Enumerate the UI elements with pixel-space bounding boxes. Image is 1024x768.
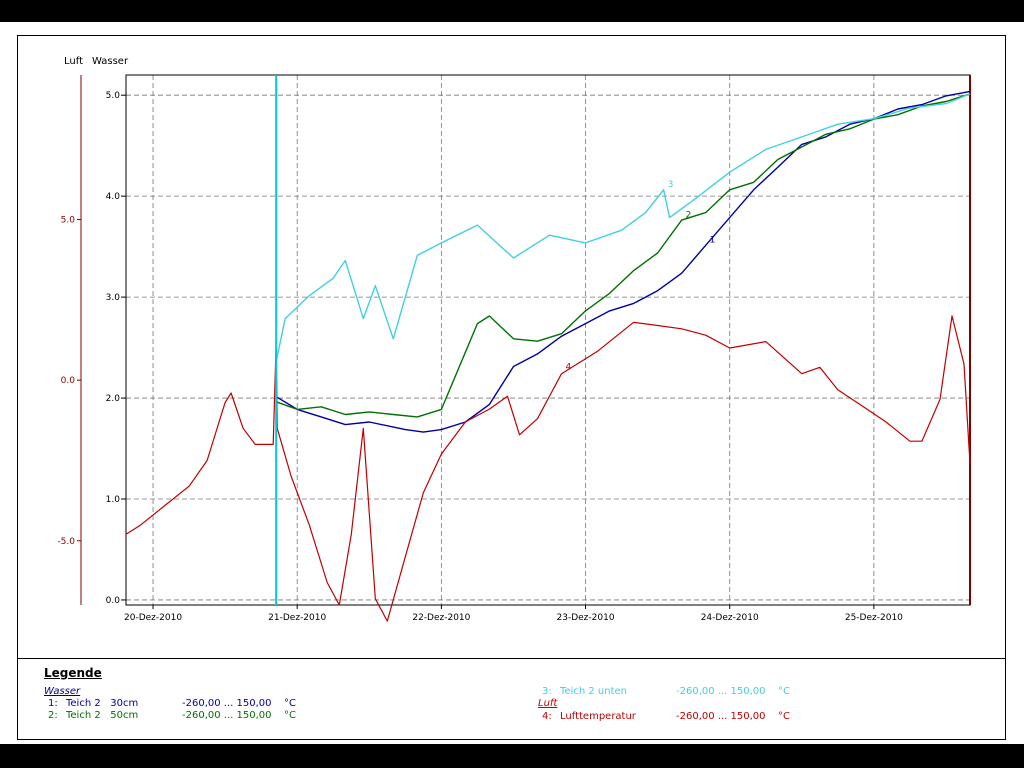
luft-tick-label: 0.0 xyxy=(61,376,76,386)
gridlines xyxy=(126,75,970,605)
luft-axis-title: Luft xyxy=(64,56,83,67)
legend-item-4-unit: °C xyxy=(778,711,790,722)
wasser-tick-label: 1.0 xyxy=(106,495,121,505)
chart: Luft Wasser 1 2 3 4 0.0 1.0 2.0 3.0 4.0 5.0 20-De… xyxy=(57,56,971,623)
legend-item-2-unit: °C xyxy=(284,710,296,721)
tick-labels: 0.0 1.0 2.0 3.0 4.0 5.0 20-Dez-2010 21-Dez-2010… xyxy=(57,91,903,623)
report-frame: Luft Wasser 1 2 3 4 0.0 1.0 2.0 3.0 4.0 5.0 20-De… xyxy=(17,35,1006,740)
luft-tick-label: 5.0 xyxy=(61,216,76,226)
luft-tick-label: -5.0 xyxy=(57,537,75,547)
legend-item-1-name: Teich 2 30cm xyxy=(66,698,139,709)
legend-wasser-header: Wasser xyxy=(44,686,81,697)
plot-area xyxy=(125,74,971,606)
series-label-3: 3 xyxy=(668,180,674,190)
legend-item-1-range: -260,00 ... 150,00 xyxy=(182,698,272,709)
legend-item-3-name: Teich 2 unten xyxy=(560,686,627,697)
wasser-tick-label: 0.0 xyxy=(106,596,121,606)
legend-title: Legende xyxy=(44,666,102,680)
series-label-1: 1 xyxy=(710,236,716,246)
wasser-axis-title: Wasser xyxy=(92,56,129,67)
wasser-tick-label: 2.0 xyxy=(106,394,121,404)
series-label-4: 4 xyxy=(566,363,572,373)
legend-item-4-range: -260,00 ... 150,00 xyxy=(676,711,766,722)
series-layer: 1 2 3 4 xyxy=(125,75,971,622)
x-tick-label: 21-Dez-2010 xyxy=(268,613,326,623)
x-tick-label: 25-Dez-2010 xyxy=(845,613,903,623)
series-line-4 xyxy=(125,315,971,622)
series-line-2 xyxy=(275,93,971,418)
legend-item-4-name: Lufttemperatur xyxy=(560,711,636,722)
legend-item-2-num: 2: xyxy=(48,710,58,721)
legend-luft-header: Luft xyxy=(538,698,558,709)
series-line-3 xyxy=(275,93,971,362)
legend-item-3-range: -260,00 ... 150,00 xyxy=(676,686,766,697)
legend-item-2-range: -260,00 ... 150,00 xyxy=(182,710,272,721)
wasser-tick-label: 5.0 xyxy=(106,91,121,101)
legend-item-3-unit: °C xyxy=(778,686,790,697)
x-tick-label: 23-Dez-2010 xyxy=(557,613,615,623)
wasser-tick-label: 4.0 xyxy=(106,192,121,202)
legend-item-1-unit: °C xyxy=(284,698,296,709)
x-tick-label: 20-Dez-2010 xyxy=(124,613,182,623)
series-label-2: 2 xyxy=(686,210,692,220)
report-page: Luft Wasser 1 2 3 4 0.0 1.0 2.0 3.0 4.0 5.0 20-De… xyxy=(0,22,1024,744)
legend-item-2-name: Teich 2 50cm xyxy=(66,710,139,721)
legend-item-4-num: 4: xyxy=(542,711,552,722)
x-tick-label: 24-Dez-2010 xyxy=(701,613,759,623)
series-line-1 xyxy=(275,90,971,433)
x-tick-label: 22-Dez-2010 xyxy=(412,613,470,623)
wasser-tick-label: 3.0 xyxy=(106,293,121,303)
legend-item-3-num: 3: xyxy=(542,686,552,697)
axes xyxy=(77,74,971,609)
legend-separator xyxy=(18,658,1005,659)
legend-item-1-num: 1: xyxy=(48,698,58,709)
